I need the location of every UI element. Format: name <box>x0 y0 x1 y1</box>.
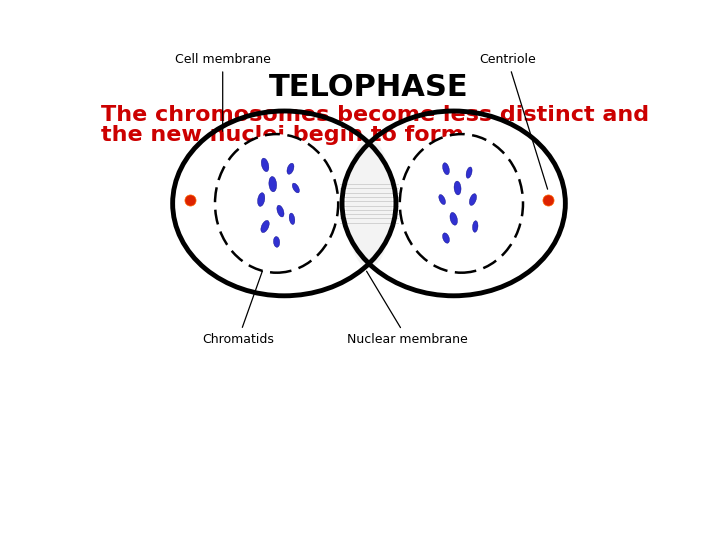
Text: The chromosomes become less distinct and: The chromosomes become less distinct and <box>101 105 649 125</box>
Ellipse shape <box>346 139 392 268</box>
Ellipse shape <box>443 163 449 175</box>
Text: Centriole: Centriole <box>480 53 548 189</box>
Ellipse shape <box>400 134 523 273</box>
Ellipse shape <box>261 158 269 172</box>
Text: TELOPHASE: TELOPHASE <box>269 72 469 102</box>
Ellipse shape <box>269 177 276 192</box>
Ellipse shape <box>277 205 284 217</box>
Ellipse shape <box>466 167 472 178</box>
Ellipse shape <box>438 194 446 205</box>
Ellipse shape <box>443 233 449 243</box>
Ellipse shape <box>261 220 269 233</box>
Ellipse shape <box>292 183 300 193</box>
Text: Nuclear membrane: Nuclear membrane <box>347 271 468 346</box>
Ellipse shape <box>215 134 338 273</box>
Ellipse shape <box>454 181 461 195</box>
Text: Chromatids: Chromatids <box>202 245 274 346</box>
Ellipse shape <box>287 163 294 174</box>
Ellipse shape <box>289 213 294 225</box>
Text: Cell membrane: Cell membrane <box>175 53 271 131</box>
Ellipse shape <box>274 237 279 247</box>
Ellipse shape <box>450 212 457 225</box>
Text: the new nuclei begin to form.: the new nuclei begin to form. <box>101 125 472 145</box>
Ellipse shape <box>173 111 396 296</box>
Ellipse shape <box>472 221 478 232</box>
Ellipse shape <box>258 193 265 206</box>
Ellipse shape <box>469 194 477 205</box>
Ellipse shape <box>342 111 565 296</box>
